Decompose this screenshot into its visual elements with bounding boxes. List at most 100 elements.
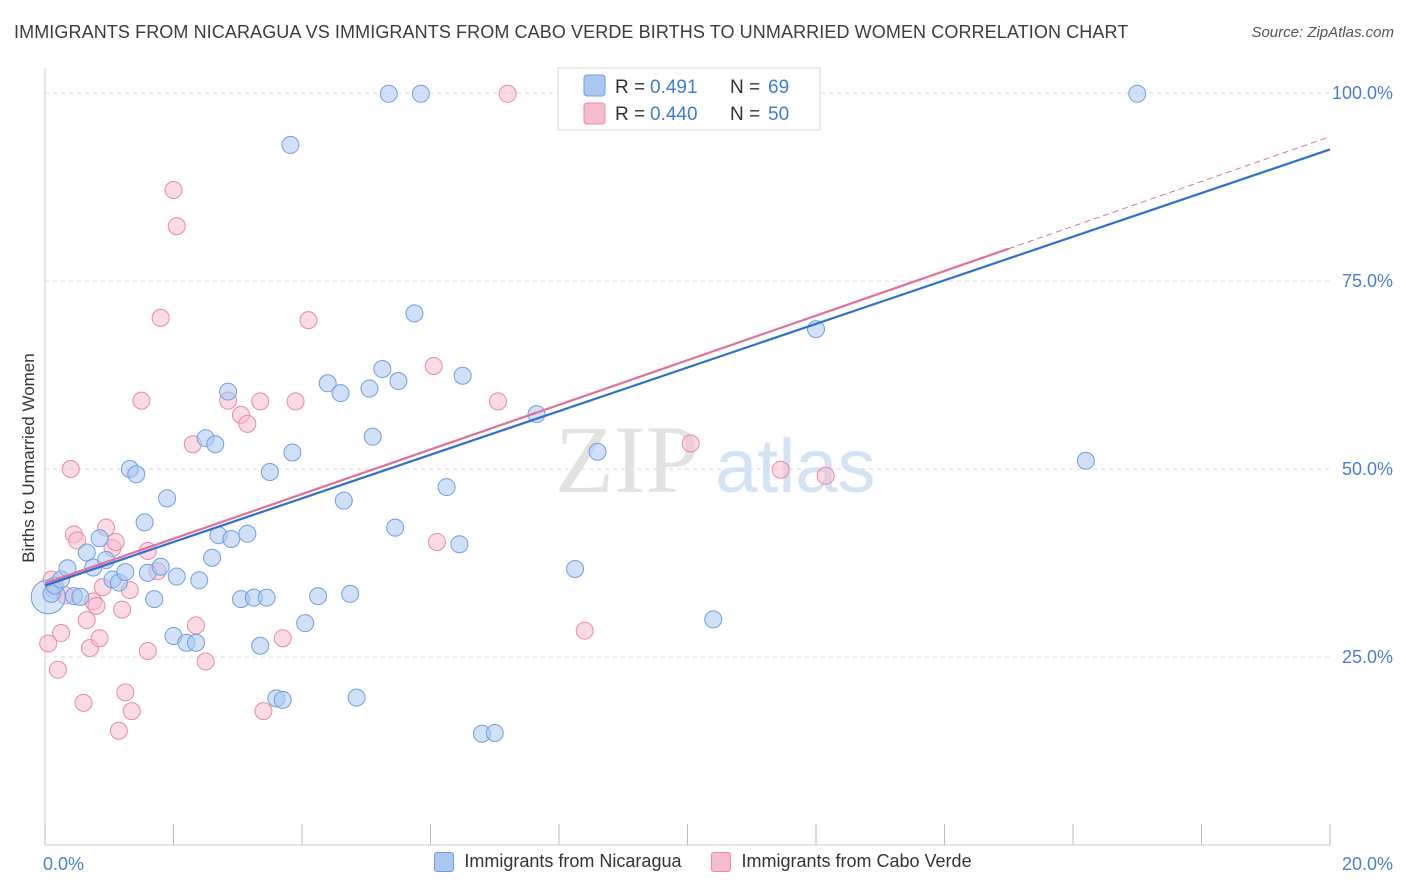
point-nicaragua <box>257 588 276 607</box>
point-cabo-verde <box>186 616 205 635</box>
point-cabo-verde <box>113 600 132 619</box>
point-nicaragua <box>379 84 398 103</box>
x-tick-label: 0.0% <box>43 854 84 874</box>
chart-title: IMMIGRANTS FROM NICARAGUA VS IMMIGRANTS … <box>14 22 1129 42</box>
legend-r-label-2: R = <box>615 104 645 125</box>
point-cabo-verde <box>498 84 517 103</box>
point-nicaragua <box>58 559 77 578</box>
point-nicaragua <box>1128 84 1147 103</box>
point-cabo-verde <box>251 392 270 411</box>
point-nicaragua <box>704 610 723 629</box>
point-nicaragua <box>341 584 360 603</box>
trend-line-nicaragua <box>44 148 1331 587</box>
point-nicaragua <box>283 443 302 462</box>
point-nicaragua <box>405 304 424 323</box>
point-nicaragua <box>566 560 585 579</box>
point-nicaragua <box>151 557 170 576</box>
point-cabo-verde <box>196 652 215 671</box>
legend-swatch-nicaragua <box>583 74 606 97</box>
point-nicaragua <box>167 567 186 586</box>
point-nicaragua <box>386 518 405 537</box>
point-nicaragua <box>360 379 379 398</box>
legend: R = 0.491 N = 69 R = 0.440 N = 50 <box>557 67 821 131</box>
point-nicaragua <box>186 633 205 652</box>
point-cabo-verde <box>48 660 67 679</box>
legend-n-label-1: N = <box>730 77 760 98</box>
point-cabo-verde <box>68 531 87 550</box>
bottom-legend-item-nicaragua: Immigrants from Nicaragua <box>434 851 681 872</box>
point-nicaragua <box>281 135 300 154</box>
point-cabo-verde <box>122 702 141 721</box>
point-cabo-verde <box>488 392 507 411</box>
point-nicaragua <box>485 723 504 742</box>
y-tick-label: 75.0% <box>1342 271 1393 291</box>
point-cabo-verde <box>87 596 106 615</box>
y-tick-label: 50.0% <box>1342 459 1393 479</box>
point-cabo-verde <box>138 641 157 660</box>
point-nicaragua <box>251 636 270 655</box>
point-nicaragua <box>331 384 350 403</box>
point-nicaragua <box>260 463 279 482</box>
point-cabo-verde <box>427 532 446 551</box>
point-nicaragua <box>206 435 225 454</box>
legend-n-value-1: 69 <box>768 77 789 98</box>
point-nicaragua <box>411 84 430 103</box>
gridlines <box>45 92 1330 658</box>
bottom-legend-swatch-cabo-verde <box>711 851 732 872</box>
point-nicaragua <box>318 374 337 393</box>
point-cabo-verde <box>424 357 443 376</box>
point-cabo-verde <box>238 414 257 433</box>
point-nicaragua <box>347 688 366 707</box>
bottom-legend: Immigrants from Nicaragua Immigrants fro… <box>0 851 1406 872</box>
bottom-legend-label-nicaragua: Immigrants from Nicaragua <box>464 851 682 871</box>
point-nicaragua <box>90 529 109 548</box>
point-nicaragua <box>222 529 241 548</box>
legend-n-value-2: 50 <box>768 104 789 125</box>
point-nicaragua <box>450 535 469 554</box>
point-nicaragua <box>309 587 328 606</box>
points-series-nicaragua <box>30 84 1147 743</box>
bottom-legend-label-cabo-verde: Immigrants from Cabo Verde <box>741 851 972 871</box>
point-cabo-verde <box>167 217 186 236</box>
point-nicaragua <box>127 465 146 484</box>
trend-line-cabo-verde-extension <box>1008 136 1331 250</box>
point-cabo-verde <box>299 311 318 330</box>
point-cabo-verde <box>286 392 305 411</box>
legend-r-value-2: 0.440 <box>650 104 698 125</box>
point-nicaragua <box>190 571 209 590</box>
point-nicaragua <box>437 478 456 497</box>
points-series-cabo-verde <box>39 84 835 740</box>
point-nicaragua <box>116 563 135 582</box>
tick-labels: 25.0% 50.0% 75.0% 100.0% 0.0% 20.0% <box>43 83 1393 874</box>
point-cabo-verde <box>106 532 125 551</box>
bottom-legend-item-cabo-verde: Immigrants from Cabo Verde <box>711 851 972 872</box>
point-cabo-verde <box>681 434 700 453</box>
point-nicaragua <box>71 587 90 606</box>
point-cabo-verde <box>61 460 80 479</box>
point-nicaragua <box>363 427 382 446</box>
point-cabo-verde <box>77 611 96 630</box>
point-cabo-verde <box>273 629 292 648</box>
point-cabo-verde <box>151 308 170 327</box>
point-cabo-verde <box>164 181 183 200</box>
point-nicaragua <box>334 491 353 510</box>
point-nicaragua <box>273 690 292 709</box>
legend-r-label-1: R = <box>615 77 645 98</box>
point-nicaragua <box>219 382 238 401</box>
point-cabo-verde <box>771 460 790 479</box>
legend-n-label-2: N = <box>730 104 760 125</box>
point-cabo-verde <box>74 693 93 712</box>
point-cabo-verde <box>116 683 135 702</box>
legend-swatch-cabo-verde <box>583 102 606 125</box>
point-nicaragua <box>77 543 96 562</box>
point-nicaragua <box>296 614 315 633</box>
point-cabo-verde <box>575 621 594 640</box>
point-nicaragua <box>145 590 164 609</box>
source-label: Source: ZipAtlas.com <box>1251 24 1394 41</box>
point-cabo-verde <box>816 466 835 485</box>
y-tick-label: 100.0% <box>1332 83 1393 103</box>
x-tick-label: 20.0% <box>1342 854 1393 874</box>
watermark-atlas: atlas <box>715 424 876 509</box>
point-cabo-verde <box>52 623 71 642</box>
